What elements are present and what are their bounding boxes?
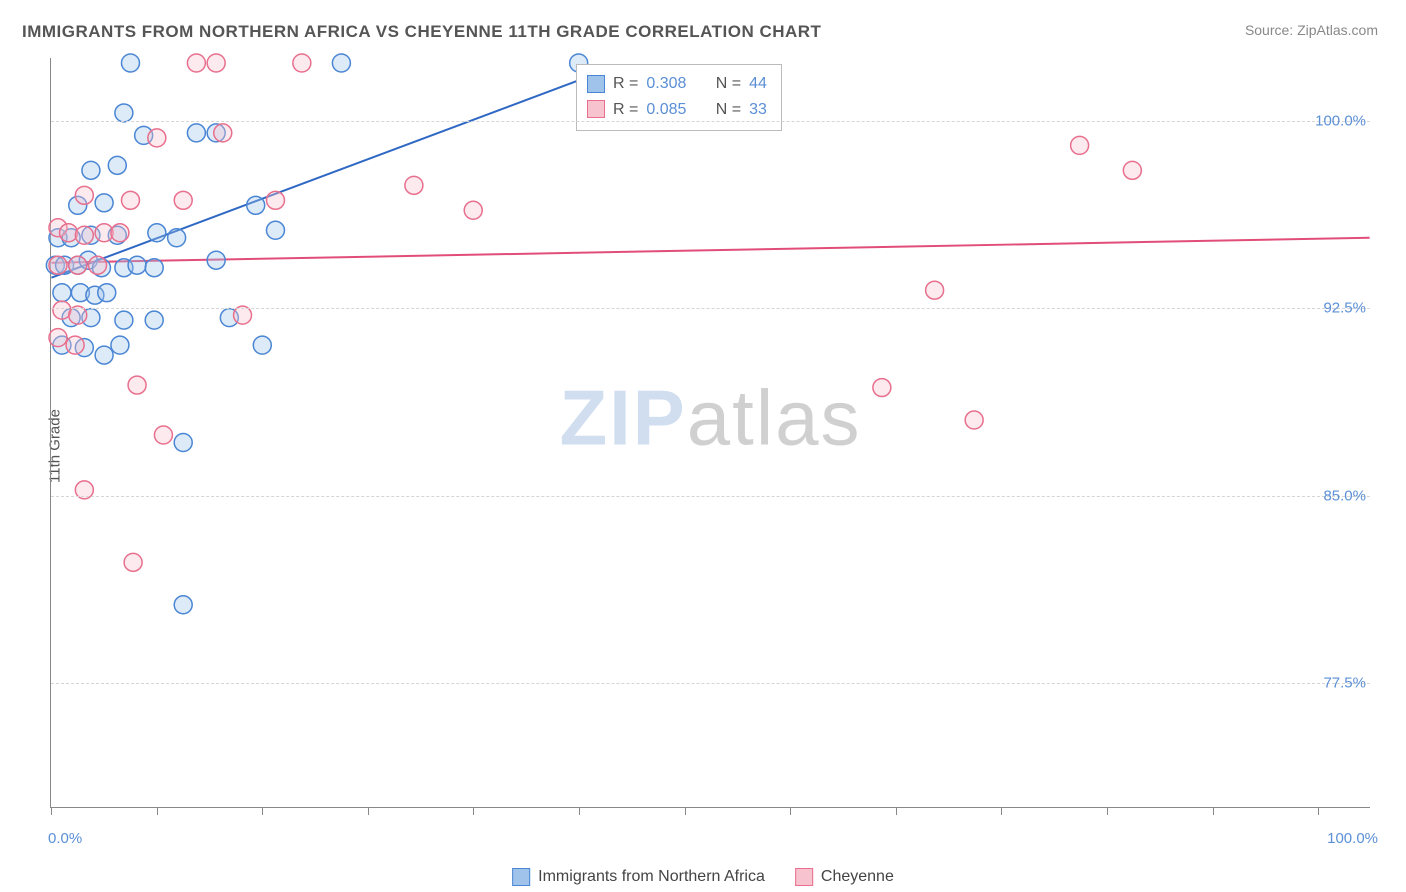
n-label: N = bbox=[716, 71, 741, 97]
y-tick-label: 100.0% bbox=[1315, 112, 1372, 129]
data-point-blue bbox=[115, 311, 133, 329]
x-max-label: 100.0% bbox=[1327, 830, 1378, 847]
data-point-pink bbox=[266, 191, 284, 209]
x-tick bbox=[473, 807, 474, 815]
stats-row-blue: R = 0.308 N = 44 bbox=[587, 71, 767, 97]
plot-area: ZIPatlas R = 0.308 N = 44R = 0.085 N = 3… bbox=[50, 58, 1370, 808]
x-tick bbox=[685, 807, 686, 815]
x-tick bbox=[1107, 807, 1108, 815]
data-point-pink bbox=[69, 256, 87, 274]
swatch-icon bbox=[512, 868, 530, 886]
x-tick bbox=[1001, 807, 1002, 815]
data-point-pink bbox=[75, 226, 93, 244]
data-point-pink bbox=[75, 186, 93, 204]
r-label: R = bbox=[613, 71, 638, 97]
data-point-blue bbox=[98, 284, 116, 302]
data-point-blue bbox=[247, 196, 265, 214]
data-point-blue bbox=[111, 336, 129, 354]
x-tick bbox=[368, 807, 369, 815]
trend-line-pink bbox=[51, 238, 1369, 263]
chart-title: IMMIGRANTS FROM NORTHERN AFRICA VS CHEYE… bbox=[22, 22, 821, 42]
plot-svg bbox=[51, 58, 1370, 807]
x-tick bbox=[1213, 807, 1214, 815]
r-value: 0.085 bbox=[646, 97, 686, 123]
trend-line-blue bbox=[51, 70, 605, 277]
swatch-icon bbox=[587, 100, 605, 118]
gridline bbox=[51, 496, 1370, 497]
x-min-label: 0.0% bbox=[48, 830, 82, 847]
data-point-blue bbox=[95, 194, 113, 212]
stats-row-pink: R = 0.085 N = 33 bbox=[587, 97, 767, 123]
gridline bbox=[51, 121, 1370, 122]
data-point-pink bbox=[293, 54, 311, 72]
data-point-blue bbox=[53, 284, 71, 302]
x-tick bbox=[262, 807, 263, 815]
y-tick-label: 85.0% bbox=[1323, 487, 1372, 504]
data-point-pink bbox=[128, 376, 146, 394]
data-point-blue bbox=[253, 336, 271, 354]
x-tick bbox=[896, 807, 897, 815]
data-point-pink bbox=[1123, 161, 1141, 179]
gridline bbox=[51, 683, 1370, 684]
r-label: R = bbox=[613, 97, 638, 123]
data-point-blue bbox=[145, 259, 163, 277]
data-point-blue bbox=[174, 596, 192, 614]
data-point-blue bbox=[145, 311, 163, 329]
source-attribution: Source: ZipAtlas.com bbox=[1245, 22, 1378, 38]
n-value: 33 bbox=[749, 97, 767, 123]
y-tick-label: 77.5% bbox=[1323, 675, 1372, 692]
swatch-icon bbox=[795, 868, 813, 886]
legend-item: Immigrants from Northern Africa bbox=[512, 868, 765, 886]
data-point-blue bbox=[332, 54, 350, 72]
data-point-pink bbox=[148, 129, 166, 147]
data-point-pink bbox=[174, 191, 192, 209]
data-point-blue bbox=[128, 256, 146, 274]
data-point-pink bbox=[214, 124, 232, 142]
data-point-pink bbox=[405, 176, 423, 194]
data-point-pink bbox=[464, 201, 482, 219]
data-point-blue bbox=[121, 54, 139, 72]
data-point-pink bbox=[49, 329, 67, 347]
data-point-pink bbox=[207, 54, 225, 72]
data-point-blue bbox=[82, 161, 100, 179]
data-point-pink bbox=[965, 411, 983, 429]
data-point-blue bbox=[108, 156, 126, 174]
data-point-pink bbox=[124, 553, 142, 571]
legend-label: Cheyenne bbox=[821, 868, 894, 886]
legend-label: Immigrants from Northern Africa bbox=[538, 868, 765, 886]
data-point-blue bbox=[207, 251, 225, 269]
legend-item: Cheyenne bbox=[795, 868, 894, 886]
data-point-pink bbox=[66, 336, 84, 354]
data-point-pink bbox=[1071, 136, 1089, 154]
gridline bbox=[51, 308, 1370, 309]
data-point-blue bbox=[266, 221, 284, 239]
x-tick bbox=[51, 807, 52, 815]
legend: Immigrants from Northern Africa Cheyenne bbox=[512, 868, 894, 886]
n-value: 44 bbox=[749, 71, 767, 97]
data-point-blue bbox=[115, 104, 133, 122]
data-point-blue bbox=[187, 124, 205, 142]
x-tick bbox=[790, 807, 791, 815]
y-tick-label: 92.5% bbox=[1323, 300, 1372, 317]
x-tick bbox=[157, 807, 158, 815]
data-point-pink bbox=[121, 191, 139, 209]
chart-container: IMMIGRANTS FROM NORTHERN AFRICA VS CHEYE… bbox=[0, 0, 1406, 892]
r-value: 0.308 bbox=[646, 71, 686, 97]
data-point-pink bbox=[926, 281, 944, 299]
data-point-pink bbox=[111, 224, 129, 242]
data-point-pink bbox=[187, 54, 205, 72]
data-point-blue bbox=[95, 346, 113, 364]
n-label: N = bbox=[716, 97, 741, 123]
data-point-pink bbox=[154, 426, 172, 444]
swatch-icon bbox=[587, 75, 605, 93]
data-point-pink bbox=[60, 224, 78, 242]
data-point-blue bbox=[168, 229, 186, 247]
x-tick bbox=[579, 807, 580, 815]
data-point-pink bbox=[49, 256, 67, 274]
data-point-blue bbox=[174, 433, 192, 451]
data-point-blue bbox=[148, 224, 166, 242]
x-tick bbox=[1318, 807, 1319, 815]
data-point-pink bbox=[89, 256, 107, 274]
data-point-pink bbox=[873, 379, 891, 397]
